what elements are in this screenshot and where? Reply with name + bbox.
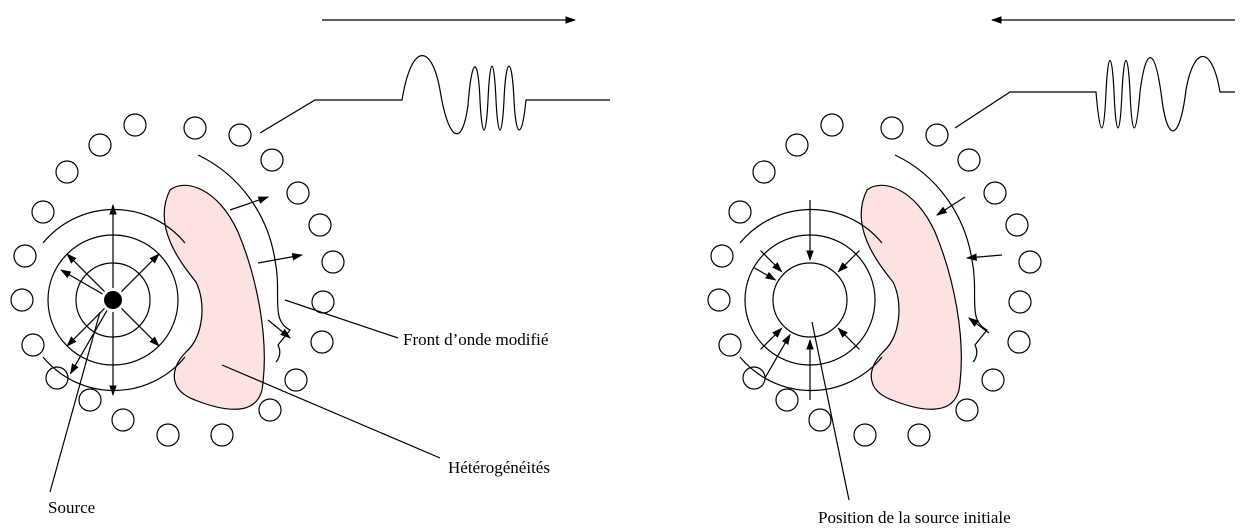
- arrow: [267, 319, 291, 339]
- wave-arc: [739, 208, 883, 244]
- arrow: [121, 308, 160, 347]
- arrow: [965, 253, 1003, 261]
- wave-circle: [772, 262, 848, 338]
- left-panel: Front d’onde modifié Hétérogénéités Sour…: [10, 16, 610, 517]
- arrow: [121, 253, 160, 292]
- wavefront: [894, 154, 988, 363]
- arrow: [69, 310, 108, 375]
- right-panel: [707, 113, 1042, 501]
- leader-line: [284, 299, 399, 339]
- arrow: [753, 266, 777, 281]
- heterogeneity: [163, 184, 265, 410]
- leader-line: [49, 311, 101, 493]
- waveform: [259, 55, 610, 135]
- arrow: [229, 196, 270, 211]
- source-arrows: [60, 203, 160, 397]
- label: Position de la source initiale: [818, 508, 1011, 527]
- leader-line: [811, 321, 850, 501]
- label: Hétérogénéités: [448, 458, 550, 477]
- arrow: [936, 196, 966, 216]
- arrow: [66, 253, 105, 292]
- arrow: [66, 308, 105, 347]
- source-dot: [104, 291, 122, 309]
- arrow: [760, 327, 783, 350]
- arrow: [837, 327, 860, 350]
- arrow: [837, 250, 860, 273]
- waveform: [954, 56, 1235, 132]
- arrow: [60, 269, 103, 295]
- arrow: [968, 317, 990, 334]
- wave-arc: [739, 356, 883, 392]
- arrow: [764, 333, 791, 379]
- focusing-arrows: [753, 200, 860, 400]
- wavefront: [197, 154, 291, 363]
- arrow: [257, 253, 304, 264]
- leader-line: [221, 364, 441, 459]
- label: Front d’onde modifié: [403, 330, 548, 349]
- heterogeneity: [860, 184, 962, 410]
- arrow: [760, 250, 783, 273]
- transducer-array: [707, 113, 1042, 447]
- label: Source: [48, 498, 95, 517]
